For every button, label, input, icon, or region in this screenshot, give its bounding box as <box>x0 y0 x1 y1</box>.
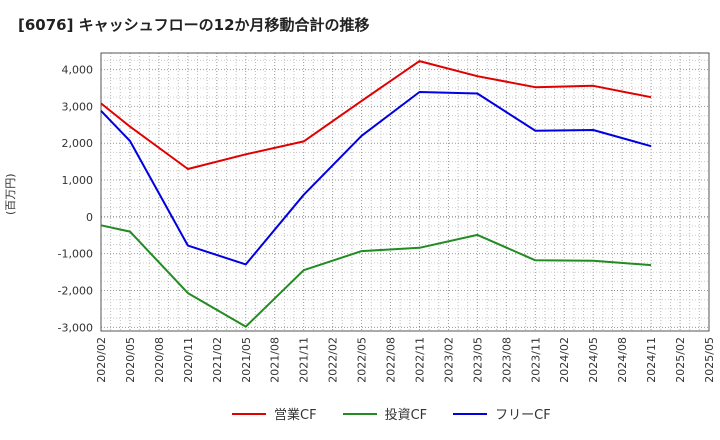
legend-label-investing-cf: 投資CF <box>384 408 428 423</box>
legend-label-free-cf: フリーCF <box>495 408 551 423</box>
y-tick-label: 4,000 <box>62 64 94 77</box>
y-tick-label: 0 <box>86 211 93 224</box>
x-tick-label: 2025/02 <box>674 337 687 383</box>
y-tick-label: 1,000 <box>62 174 94 187</box>
series-line-2 <box>100 91 652 266</box>
x-tick-label: 2020/05 <box>124 337 137 383</box>
plot-area <box>101 53 709 331</box>
x-tick-label: 2020/02 <box>95 337 108 383</box>
x-tick-label: 2022/02 <box>327 337 340 383</box>
x-tick-label: 2023/02 <box>442 337 455 383</box>
x-tick-label: 2020/08 <box>153 337 166 383</box>
x-tick-label: 2025/05 <box>703 337 716 383</box>
legend-swatch-free-cf <box>453 412 488 415</box>
x-tick-label: 2023/08 <box>500 337 513 383</box>
legend-item-investing-cf: 投資CF <box>342 404 428 423</box>
series-line-0 <box>100 60 652 170</box>
plot-frame <box>100 52 710 332</box>
y-tick-label: 3,000 <box>62 100 94 113</box>
y-tick-label: -3,000 <box>58 321 93 334</box>
chart-svg: 4,0003,0002,0001,0000-1,000-2,000-3,0002… <box>58 52 716 383</box>
series-line-1 <box>100 224 652 328</box>
x-tick-label: 2022/11 <box>413 337 426 383</box>
x-tick-label: 2020/11 <box>182 337 195 383</box>
legend: 営業CF 投資CF フリーCF <box>232 404 551 423</box>
legend-item-free-cf: フリーCF <box>453 404 551 423</box>
x-tick-label: 2024/02 <box>558 337 571 383</box>
legend-item-operating-cf: 営業CF <box>232 404 317 423</box>
x-tick-label: 2022/05 <box>356 337 369 383</box>
x-tick-label: 2024/05 <box>587 337 600 383</box>
chart-title: [6076] キャッシュフローの12か月移動合計の推移 <box>18 16 370 34</box>
legend-swatch-operating-cf <box>232 412 266 415</box>
y-tick-label: 2,000 <box>62 137 94 150</box>
x-tick-label: 2024/11 <box>645 337 658 383</box>
legend-label-operating-cf: 営業CF <box>274 408 317 423</box>
legend-swatch-investing-cf <box>342 412 377 415</box>
x-tick-label: 2022/08 <box>385 337 398 383</box>
x-tick-label: 2023/05 <box>471 337 484 383</box>
x-tick-label: 2023/11 <box>529 337 542 383</box>
x-tick-label: 2021/02 <box>211 337 224 383</box>
y-tick-label: -1,000 <box>58 248 93 261</box>
x-tick-label: 2021/05 <box>240 337 253 383</box>
x-tick-label: 2021/11 <box>298 337 311 383</box>
y-tick-label: -2,000 <box>58 284 93 297</box>
x-tick-label: 2024/08 <box>616 337 629 383</box>
x-tick-label: 2021/08 <box>269 337 282 383</box>
